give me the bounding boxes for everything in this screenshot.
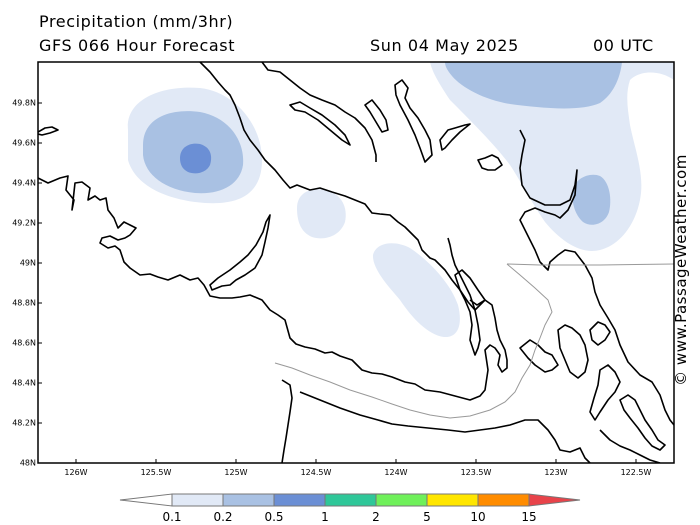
legend-label: 10 [470, 510, 486, 524]
legend-swatch-1 [171, 493, 224, 507]
coastline-south-1 [281, 379, 293, 463]
coastline-islands-ne [364, 79, 433, 163]
coastline-islands-se-3 [557, 321, 611, 379]
legend-label: 0.5 [264, 510, 284, 524]
precip-legend [119, 493, 581, 507]
lat-label: 48.6N [12, 338, 36, 348]
precip-area-northeast [572, 174, 611, 225]
coastline-main [199, 62, 481, 356]
lat-label: 48.8N [12, 298, 36, 308]
precip-area-north-mid [445, 62, 622, 109]
borders [274, 263, 674, 419]
coastline-west-1 [38, 126, 59, 136]
coastline-islands-se-2 [519, 339, 559, 373]
legend-arrow-low [119, 493, 173, 507]
lon-label: 125.5W [140, 468, 172, 477]
legend-label: 15 [521, 510, 537, 524]
map-title: Precipitation (mm/3hr) [39, 12, 234, 31]
legend-label: 5 [423, 510, 431, 524]
coastline-inlet-3 [209, 214, 271, 291]
coastline-south-3 [599, 429, 661, 463]
coastline-inlet-1 [261, 62, 377, 162]
lon-label: 122.5W [620, 468, 652, 477]
legend-label: 1 [321, 510, 329, 524]
lon-label: 124W [384, 468, 408, 477]
coastline-islands-se-4 [589, 364, 666, 451]
coastline-south-2 [299, 391, 591, 463]
legend-label: 0.2 [213, 510, 233, 524]
legend-label: 0.1 [162, 510, 182, 524]
coastline-inlet-2 [289, 101, 351, 146]
legend-label: 2 [372, 510, 380, 524]
lat-label: 49N [19, 258, 36, 268]
axis-ticks [38, 102, 637, 463]
border-maritime [274, 263, 553, 419]
lat-label: 48.2N [12, 418, 36, 428]
lon-label: 126W [64, 468, 88, 477]
legend-swatch-4 [324, 493, 377, 507]
legend-swatch-3 [273, 493, 326, 507]
coastline-mainland-ne [519, 129, 674, 426]
lon-label: 124.5W [300, 468, 332, 477]
legend-swatch-6 [426, 493, 479, 507]
lat-label: 49.8N [12, 98, 36, 108]
legend-swatch-5 [375, 493, 428, 507]
legend-swatch-7 [477, 493, 530, 507]
forecast-subtitle: GFS 066 Hour Forecast [39, 36, 236, 55]
lon-label: 125W [224, 468, 248, 477]
lat-label: 49.6N [12, 138, 36, 148]
border-canada-us [506, 263, 674, 266]
coastlines [38, 62, 674, 463]
precip-core-west [180, 143, 212, 174]
lat-label: 48.4N [12, 378, 36, 388]
coastline-islands-mid [439, 123, 503, 171]
precip-area-center [297, 189, 346, 239]
precip-area-north [430, 62, 674, 251]
precip-area-south [372, 243, 460, 338]
lon-label: 123.5W [460, 468, 492, 477]
lat-label: 48N [19, 458, 36, 468]
coastline-islands-se-1 [454, 269, 486, 311]
coastline-west-2 [38, 175, 508, 401]
lat-label: 49.4N [12, 178, 36, 188]
forecast-time: 00 UTC [593, 36, 654, 55]
legend-swatch-2 [222, 493, 275, 507]
precip-shading [127, 62, 674, 338]
legend-arrow-high [528, 493, 581, 507]
lon-label: 123W [544, 468, 568, 477]
lat-label: 49.2N [12, 218, 36, 228]
forecast-date: Sun 04 May 2025 [370, 36, 519, 55]
